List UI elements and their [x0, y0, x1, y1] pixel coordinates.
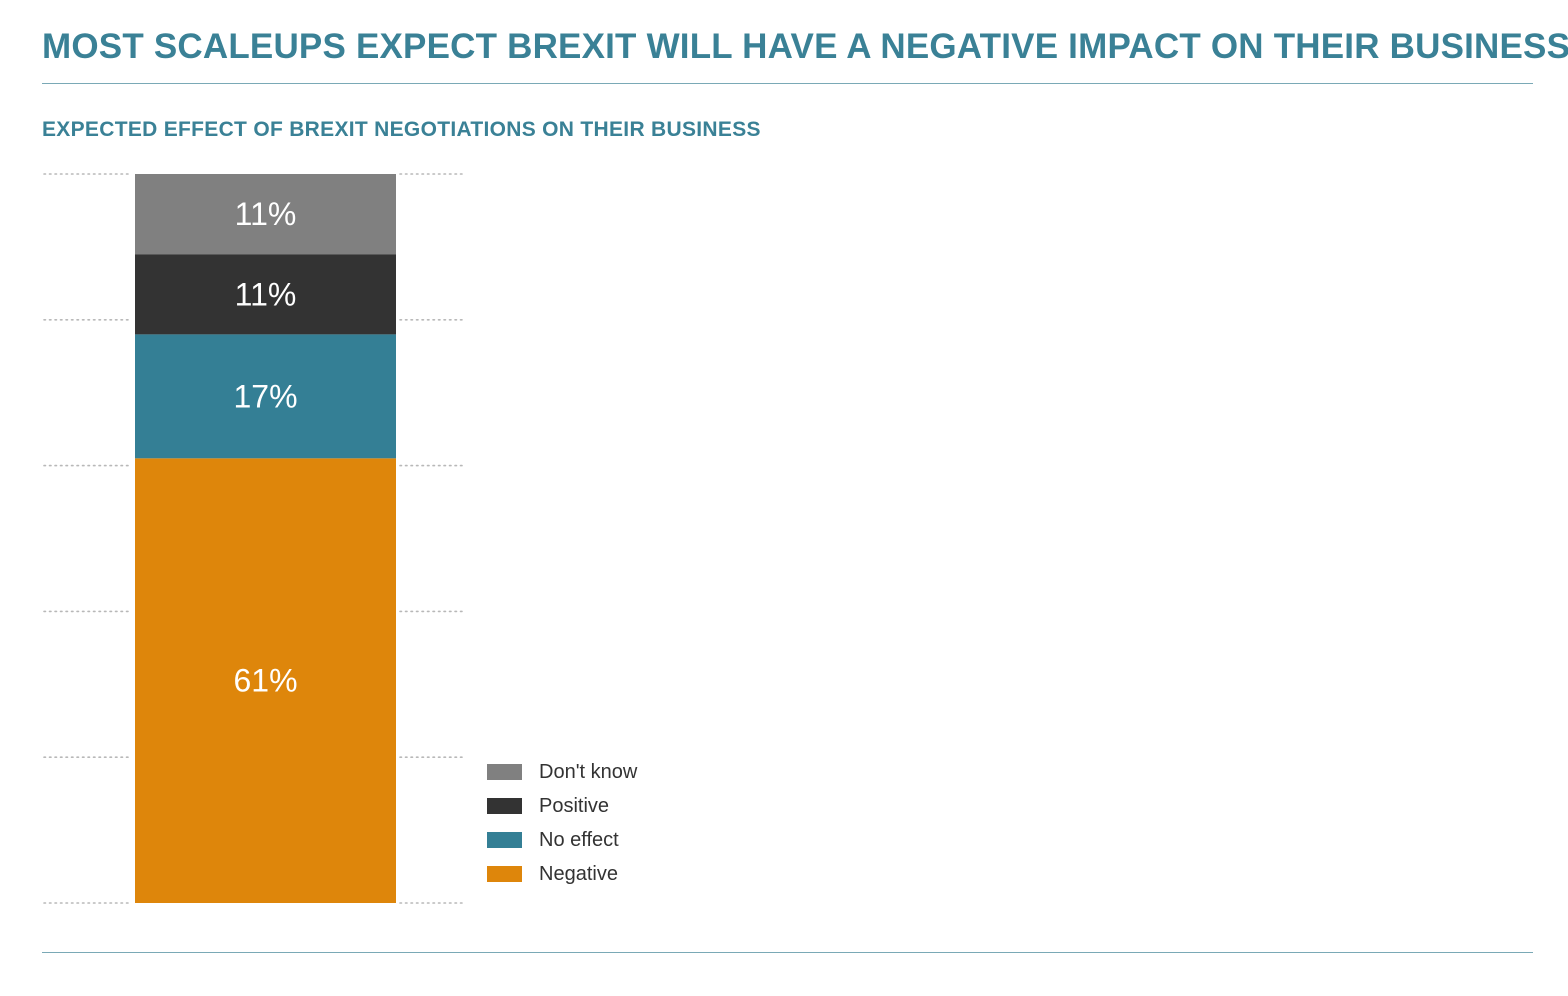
chart-title: MOST SCALEUPS EXPECT BREXIT WILL HAVE A … — [42, 27, 1568, 66]
chart-legend: Don't know Positive No effect Negative — [487, 755, 637, 891]
legend-label: Negative — [539, 862, 618, 885]
data-label-negative: 61% — [233, 663, 297, 699]
gridlines — [43, 173, 464, 904]
legend-label: No effect — [539, 828, 619, 851]
footer-divider — [42, 952, 1533, 953]
legend-swatch-negative — [487, 866, 522, 882]
legend-swatch-positive — [487, 798, 522, 814]
legend-swatch-dont-know — [487, 764, 522, 780]
bar-segments — [135, 174, 396, 903]
legend-item: Don't know — [487, 755, 637, 789]
bar-segment-positive — [135, 254, 396, 335]
legend-item: No effect — [487, 823, 637, 857]
bar-segment-no-effect — [135, 334, 396, 459]
legend-label: Don't know — [539, 760, 638, 783]
legend-label: Positive — [539, 794, 610, 817]
legend-item: Positive — [487, 789, 637, 823]
bar-segment-negative — [135, 458, 396, 903]
data-label-don-t-know: 11% — [235, 196, 297, 232]
chart-subtitle: EXPECTED EFFECT OF BREXIT NEGOTIATIONS O… — [42, 118, 761, 141]
legend-swatch-no-effect — [487, 832, 522, 848]
data-label-positive: 11% — [235, 276, 297, 312]
legend-item: Negative — [487, 857, 637, 891]
title-divider — [42, 83, 1533, 84]
data-labels: 61% 17% 11% 11% — [233, 196, 297, 699]
bar-segment-don-t-know — [135, 174, 396, 255]
data-label-no-effect: 17% — [233, 378, 297, 414]
